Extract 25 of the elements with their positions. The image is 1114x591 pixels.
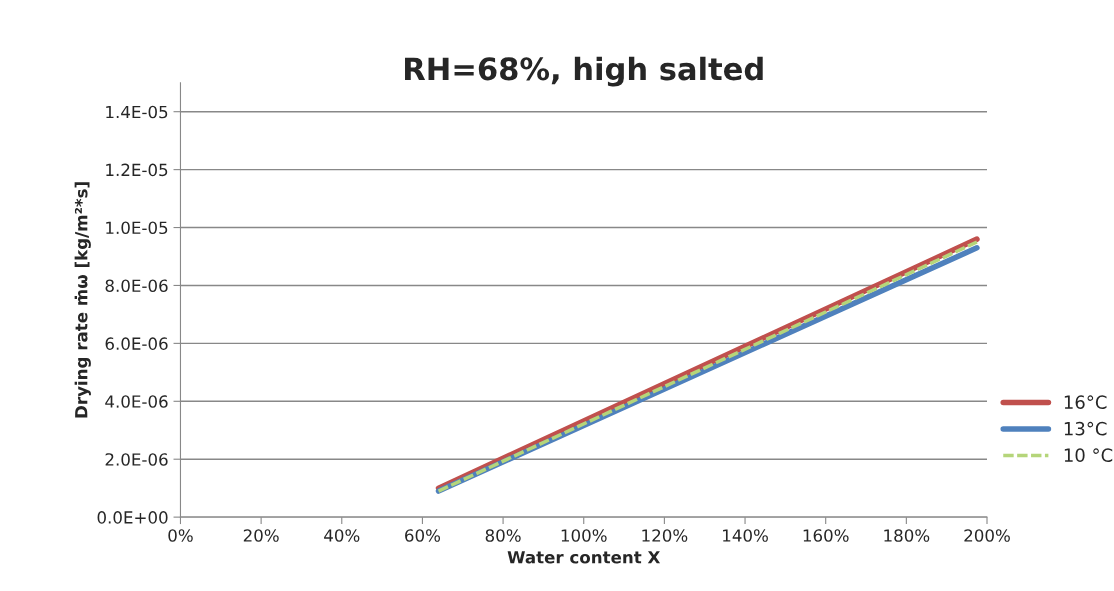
x-tick-label: 80%	[485, 529, 521, 542]
legend-label: 16°C	[1064, 395, 1107, 409]
x-tick-label: 200%	[964, 529, 1010, 542]
x-tick-label: 60%	[405, 529, 441, 542]
x-tick-label: 120%	[642, 529, 688, 542]
y-tick-label: 4.0E-06	[105, 395, 168, 408]
x-tick-label: 40%	[324, 529, 360, 542]
legend-label: 10 °C	[1064, 448, 1113, 462]
x-tick-label: 180%	[884, 529, 930, 542]
y-tick-label: 8.0E-06	[105, 279, 168, 293]
x-tick-label: 100%	[561, 529, 607, 542]
x-tick-label: 160%	[803, 529, 849, 542]
chart-title: RH=68%, high salted	[405, 56, 763, 87]
x-tick-label: 0%	[168, 529, 193, 542]
y-tick-label: 1.4E-05	[106, 105, 168, 119]
y-axis-title: Drying rate ṁω [kg/m²*s]	[74, 182, 91, 418]
x-tick-label: 140%	[723, 529, 768, 542]
y-tick-label: 1.2E-05	[106, 163, 168, 177]
y-tick-label: 0.0E+00	[97, 511, 168, 524]
y-tick-label: 6.0E-06	[105, 337, 168, 350]
y-tick-label: 1.0E-05	[106, 221, 168, 235]
legend-label: 13°C	[1064, 421, 1107, 436]
x-axis-title: Water content X	[507, 551, 661, 564]
x-tick-label: 20%	[243, 529, 279, 542]
y-tick-label: 2.0E-06	[105, 453, 168, 466]
